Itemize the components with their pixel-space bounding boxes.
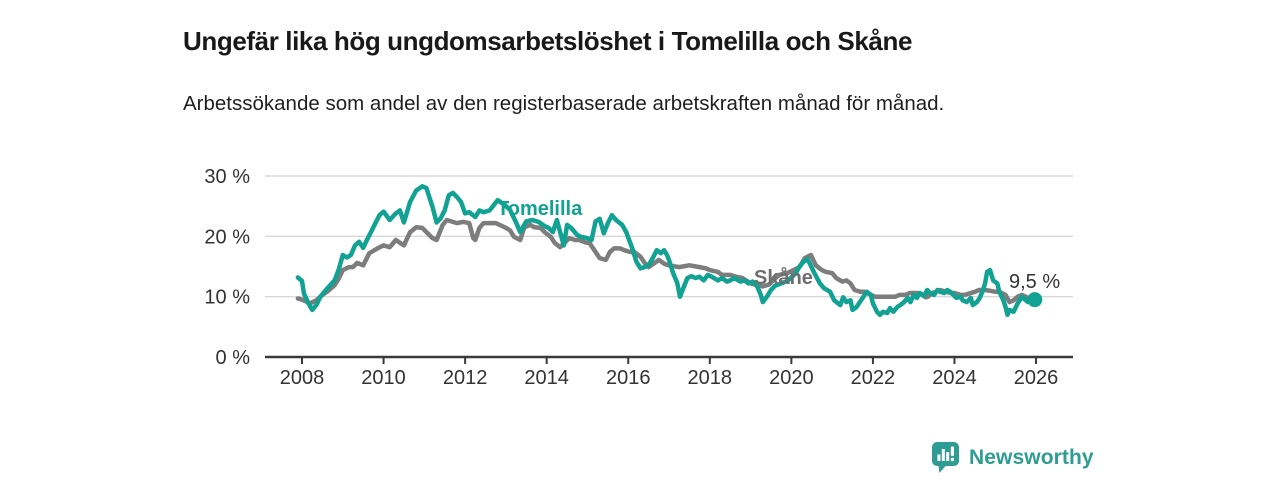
x-tick-label: 2010 [361,367,406,389]
y-tick-label: 20 % [204,226,250,248]
x-tick-label: 2008 [280,367,325,389]
y-tick-label: 0 % [216,347,251,369]
series-label-skane: Skåne [754,267,813,289]
brand-footer: Newsworthy [932,442,1094,474]
x-tick-label: 2014 [524,367,569,389]
end-point-dot [1027,292,1043,308]
x-tick-label: 2022 [851,367,896,389]
page-title: Ungefär lika hög ungdomsarbetslöshet i T… [183,26,913,57]
bar-chart-speech-bubble-icon [932,442,959,473]
series-line-tomelilla [295,184,1038,318]
y-tick-label: 10 % [204,287,250,309]
x-tick-label: 2016 [606,367,651,389]
chart-subtitle: Arbetssökande som andel av den registerb… [183,91,945,115]
x-tick-label: 2018 [688,367,733,389]
series-line-skåne [295,217,1038,306]
series-label-tomelilla: Tomelilla [497,198,583,220]
latest-value-label: 9,5 % [1009,271,1061,293]
brand-name: Newsworthy [969,446,1094,469]
y-tick-label: 30 % [204,166,250,188]
x-tick-label: 2020 [769,367,814,389]
x-tick-label: 2026 [1014,367,1059,389]
x-tick-label: 2012 [443,367,488,389]
x-tick-label: 2024 [932,367,977,389]
